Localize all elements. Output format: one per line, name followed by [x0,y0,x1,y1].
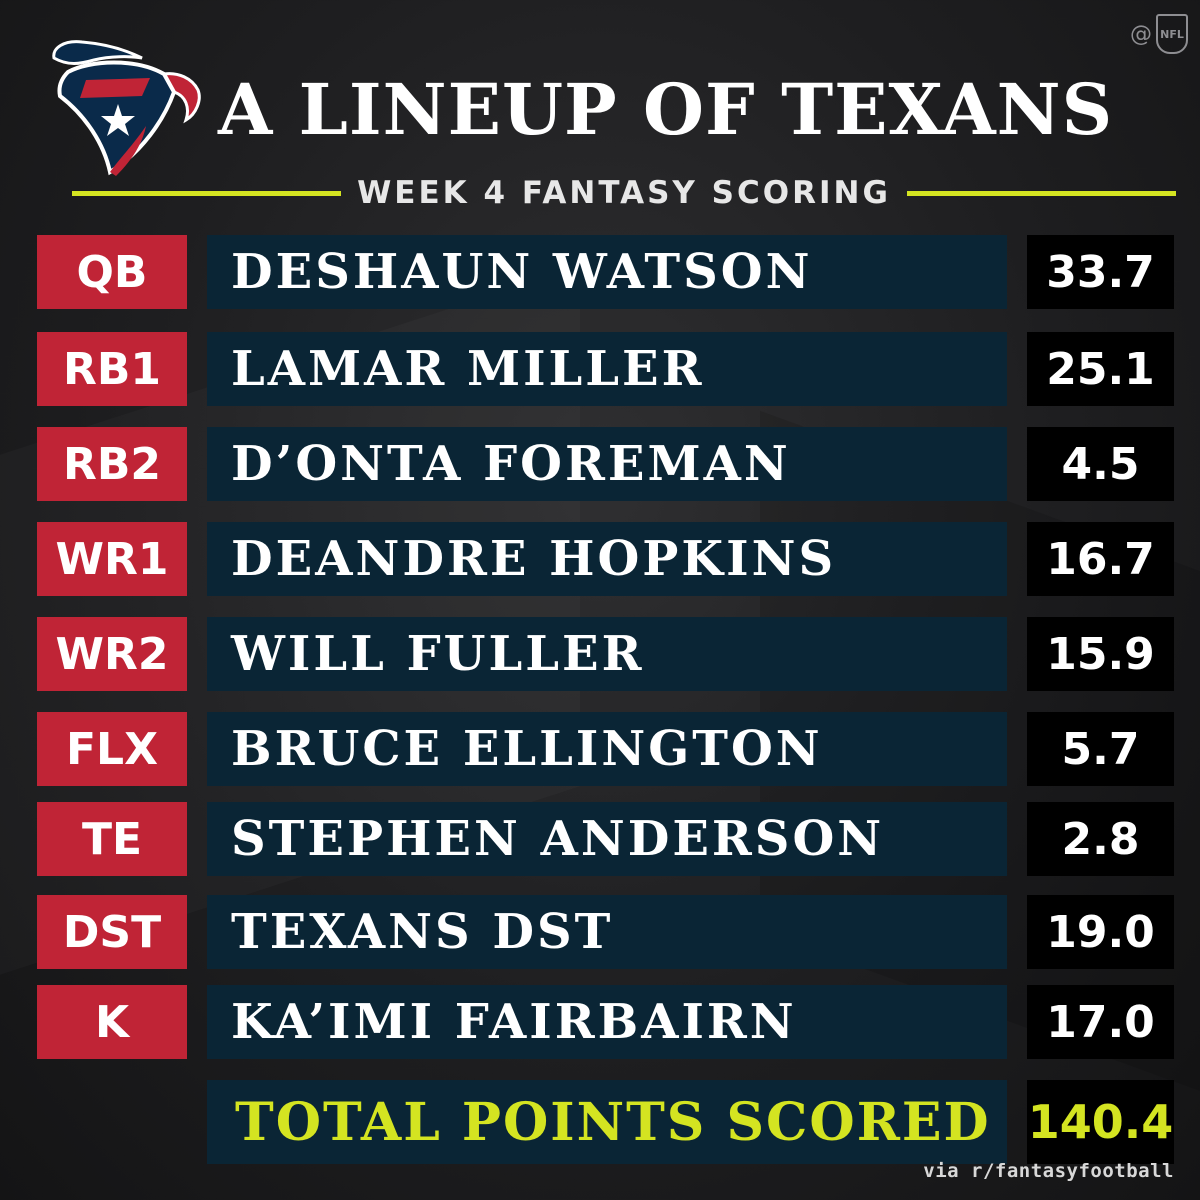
total-row: TOTAL POINTS SCORED 140.4 [0,1080,1200,1164]
player-name-cell: LAMAR MILLER [207,332,1007,406]
table-row: WR1 DEANDRE HOPKINS 16.7 [0,522,1200,596]
subtitle-row: WEEK 4 FANTASY SCORING [72,168,1176,218]
nfl-shield-icon: NFL [1156,14,1188,54]
points-cell: 19.0 [1027,895,1174,969]
accent-divider [906,190,1176,196]
points-cell: 5.7 [1027,712,1174,786]
position-cell: FLX [37,712,187,786]
table-row: RB1 LAMAR MILLER 25.1 [0,332,1200,406]
nfl-watermark: @ NFL [1130,14,1188,54]
total-label: TOTAL POINTS SCORED [207,1080,1007,1164]
player-name-cell: KA’IMI FAIRBAIRN [207,985,1007,1059]
points-cell: 2.8 [1027,802,1174,876]
position-cell: DST [37,895,187,969]
position-cell: QB [37,235,187,309]
points-cell: 16.7 [1027,522,1174,596]
player-name-cell: D’ONTA FOREMAN [207,427,1007,501]
accent-divider [72,190,342,196]
points-cell: 15.9 [1027,617,1174,691]
position-cell: K [37,985,187,1059]
houston-texans-logo [52,40,201,176]
player-name-cell: BRUCE ELLINGTON [207,712,1007,786]
table-row: WR2 WILL FULLER 15.9 [0,617,1200,691]
total-points: 140.4 [1027,1080,1174,1164]
table-row: K KA’IMI FAIRBAIRN 17.0 [0,985,1200,1059]
source-credit: via r/fantasyfootball [923,1160,1174,1182]
points-cell: 33.7 [1027,235,1174,309]
table-row: TE STEPHEN ANDERSON 2.8 [0,802,1200,876]
table-row: DST TEXANS DST 19.0 [0,895,1200,969]
at-symbol: @ [1130,21,1152,47]
page-title: A LINEUP OF TEXANS [218,68,1114,151]
player-name-cell: WILL FULLER [207,617,1007,691]
points-cell: 4.5 [1027,427,1174,501]
player-name-cell: DEANDRE HOPKINS [207,522,1007,596]
position-cell: TE [37,802,187,876]
player-name-cell: TEXANS DST [207,895,1007,969]
position-cell: WR1 [37,522,187,596]
position-cell: RB1 [37,332,187,406]
position-cell: RB2 [37,427,187,501]
player-name-cell: STEPHEN ANDERSON [207,802,1007,876]
player-name-cell: DESHAUN WATSON [207,235,1007,309]
points-cell: 17.0 [1027,985,1174,1059]
points-cell: 25.1 [1027,332,1174,406]
table-row: QB DESHAUN WATSON 33.7 [0,235,1200,309]
page-subtitle: WEEK 4 FANTASY SCORING [357,175,891,211]
position-cell: WR2 [37,617,187,691]
table-row: FLX BRUCE ELLINGTON 5.7 [0,712,1200,786]
table-row: RB2 D’ONTA FOREMAN 4.5 [0,427,1200,501]
